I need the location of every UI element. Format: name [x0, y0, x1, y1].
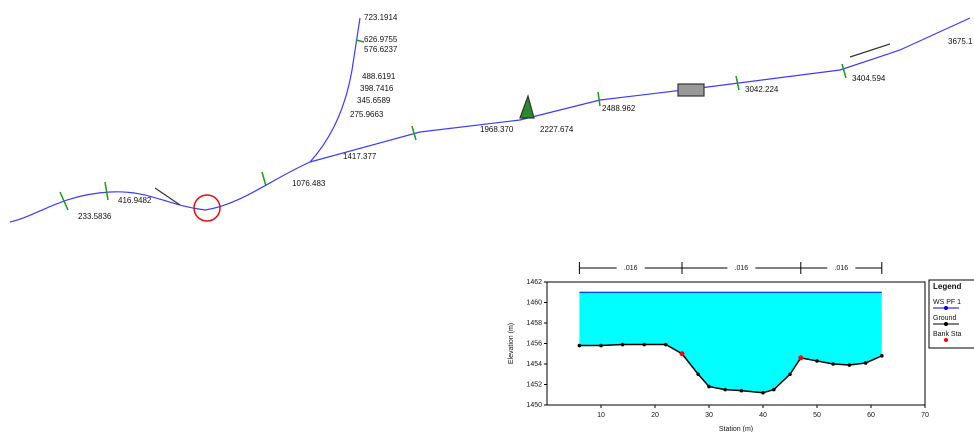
structure [519, 94, 535, 119]
xs-line [735, 75, 740, 91]
xs-line [104, 181, 109, 201]
x-axis-label: Station (m) [719, 426, 753, 432]
x-tick-label: 10 [597, 412, 605, 419]
y-tick-label: 1454 [526, 361, 542, 368]
legend-box [928, 279, 974, 349]
ground-point [642, 342, 646, 347]
y-tick-label: 1462 [526, 279, 542, 286]
legend-marker [944, 322, 948, 326]
ground-point [739, 388, 744, 393]
xs-label: 1076.483 [292, 179, 326, 188]
junction-circle [193, 194, 221, 222]
legend-label: Bank Sta [933, 331, 962, 338]
bank-station [798, 355, 804, 361]
ground-point [788, 372, 792, 377]
xs-label: 275.9663 [350, 110, 384, 119]
xs-label: 3042.224 [745, 85, 779, 94]
ground-point [863, 361, 868, 365]
xs-line [59, 191, 69, 211]
xs-line [841, 63, 847, 79]
x-tick-label: 30 [705, 412, 713, 419]
xs-line [411, 125, 417, 141]
ground-point [577, 343, 582, 348]
ground-point [815, 359, 819, 363]
ground-point [707, 384, 711, 389]
legend-marker [944, 338, 948, 342]
xs-line [597, 91, 601, 107]
legend-label: Ground [933, 315, 956, 322]
ground-point [723, 387, 727, 392]
xs-label: 416.9482 [118, 196, 152, 205]
x-tick-label: 40 [759, 412, 767, 419]
xs-label: 233.5836 [78, 212, 112, 221]
xs-label: 1417.377 [343, 152, 377, 161]
xs-line [261, 171, 267, 187]
ground-point [772, 387, 776, 392]
n-value-label: .016 [735, 265, 749, 272]
xs-label: 1968.370 [480, 125, 514, 134]
y-tick-label: 1460 [526, 299, 542, 306]
flow-arrow [849, 43, 891, 58]
ground-point [620, 342, 625, 347]
reach-line [9, 17, 361, 223]
bank-station [679, 351, 685, 357]
xs-label: 3675.1 [948, 37, 973, 46]
xs-label: 626.9755 [364, 35, 398, 44]
x-tick-label: 70 [921, 412, 929, 419]
xs-label: 345.6589 [357, 96, 391, 105]
x-tick-label: 50 [813, 412, 821, 419]
xs-label: 3404.594 [852, 74, 886, 83]
legend-marker [944, 306, 948, 310]
x-tick-label: 20 [651, 412, 659, 419]
water-area [579, 292, 882, 393]
y-tick-label: 1450 [526, 402, 542, 409]
ground-point [664, 342, 668, 347]
legend-label: WS PF 1 [933, 299, 961, 306]
n-value-label: .016 [624, 265, 638, 272]
xs-label: 398.7416 [360, 84, 394, 93]
flow-arrow [154, 187, 181, 206]
cross-section-chart: 1450 1452 1454 1456 1458 1460 1462 10 20 30 40 50 60… [508, 262, 974, 432]
reach-line [309, 17, 971, 163]
n-value-label: .016 [834, 265, 848, 272]
ground-point [831, 362, 835, 366]
y-tick-label: 1458 [526, 320, 542, 327]
river-schematic [9, 17, 971, 223]
ground-point [880, 354, 884, 358]
y-axis-label: Elevation (m) [508, 323, 515, 364]
xs-label: 2488.962 [602, 104, 636, 113]
legend-title: Legend [933, 282, 962, 291]
y-tick-label: 1456 [526, 340, 542, 347]
x-tick-label: 60 [867, 412, 875, 419]
ground-point [696, 372, 700, 377]
schematic-labels: 723.1914 626.9755 576.6237 488.6191 398.… [78, 13, 973, 221]
structure [677, 83, 705, 97]
ground-point [761, 390, 765, 395]
ground-point [599, 343, 603, 348]
xs-label: 576.6237 [364, 45, 398, 54]
xs-label: 723.1914 [364, 13, 398, 22]
ground-point [847, 363, 852, 367]
xs-label: 488.6191 [362, 72, 396, 81]
y-tick-label: 1452 [526, 381, 542, 388]
xs-label: 2227.674 [540, 125, 574, 134]
xs-line [355, 39, 365, 43]
